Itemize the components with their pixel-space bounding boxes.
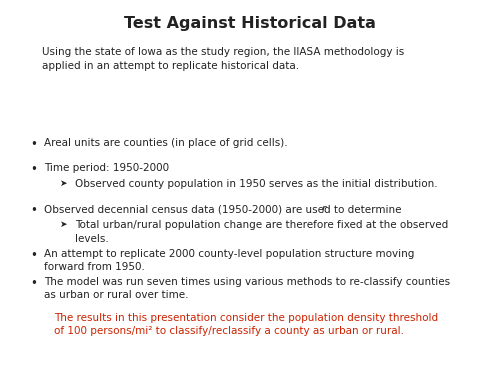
- Text: The model was run seven times using various methods to re-classify counties: The model was run seven times using vari…: [44, 277, 450, 287]
- Text: ➤: ➤: [60, 220, 68, 229]
- Text: •: •: [30, 249, 37, 262]
- Text: as urban or rural over time.: as urban or rural over time.: [44, 291, 189, 300]
- Text: of 100 persons/mi² to classify/reclassify a county as urban or rural.: of 100 persons/mi² to classify/reclassif…: [54, 327, 404, 336]
- Text: •: •: [30, 277, 37, 290]
- Text: Observed county population in 1950 serves as the initial distribution.: Observed county population in 1950 serve…: [75, 179, 438, 189]
- Text: levels.: levels.: [75, 234, 109, 243]
- Text: Observed decennial census data (1950-2000) are used to determine: Observed decennial census data (1950-200…: [44, 204, 405, 214]
- Text: •: •: [30, 138, 37, 151]
- Text: forward from 1950.: forward from 1950.: [44, 262, 145, 273]
- Text: •: •: [30, 163, 37, 176]
- Text: The results in this presentation consider the population density threshold: The results in this presentation conside…: [54, 313, 438, 323]
- Text: ➤: ➤: [60, 179, 68, 188]
- Text: •: •: [30, 204, 37, 217]
- Text: Areal units are counties (in place of grid cells).: Areal units are counties (in place of gr…: [44, 138, 288, 148]
- Text: Total urban/rural population change are therefore fixed at the observed: Total urban/rural population change are …: [75, 220, 448, 230]
- Text: Time period: 1950-2000: Time period: 1950-2000: [44, 163, 169, 173]
- Text: applied in an attempt to replicate historical data.: applied in an attempt to replicate histo…: [42, 61, 299, 71]
- Text: r.: r.: [322, 204, 328, 214]
- Text: Using the state of Iowa as the study region, the IIASA methodology is: Using the state of Iowa as the study reg…: [42, 47, 404, 57]
- Text: An attempt to replicate 2000 county-level population structure moving: An attempt to replicate 2000 county-leve…: [44, 249, 414, 259]
- Text: Test Against Historical Data: Test Against Historical Data: [124, 16, 376, 31]
